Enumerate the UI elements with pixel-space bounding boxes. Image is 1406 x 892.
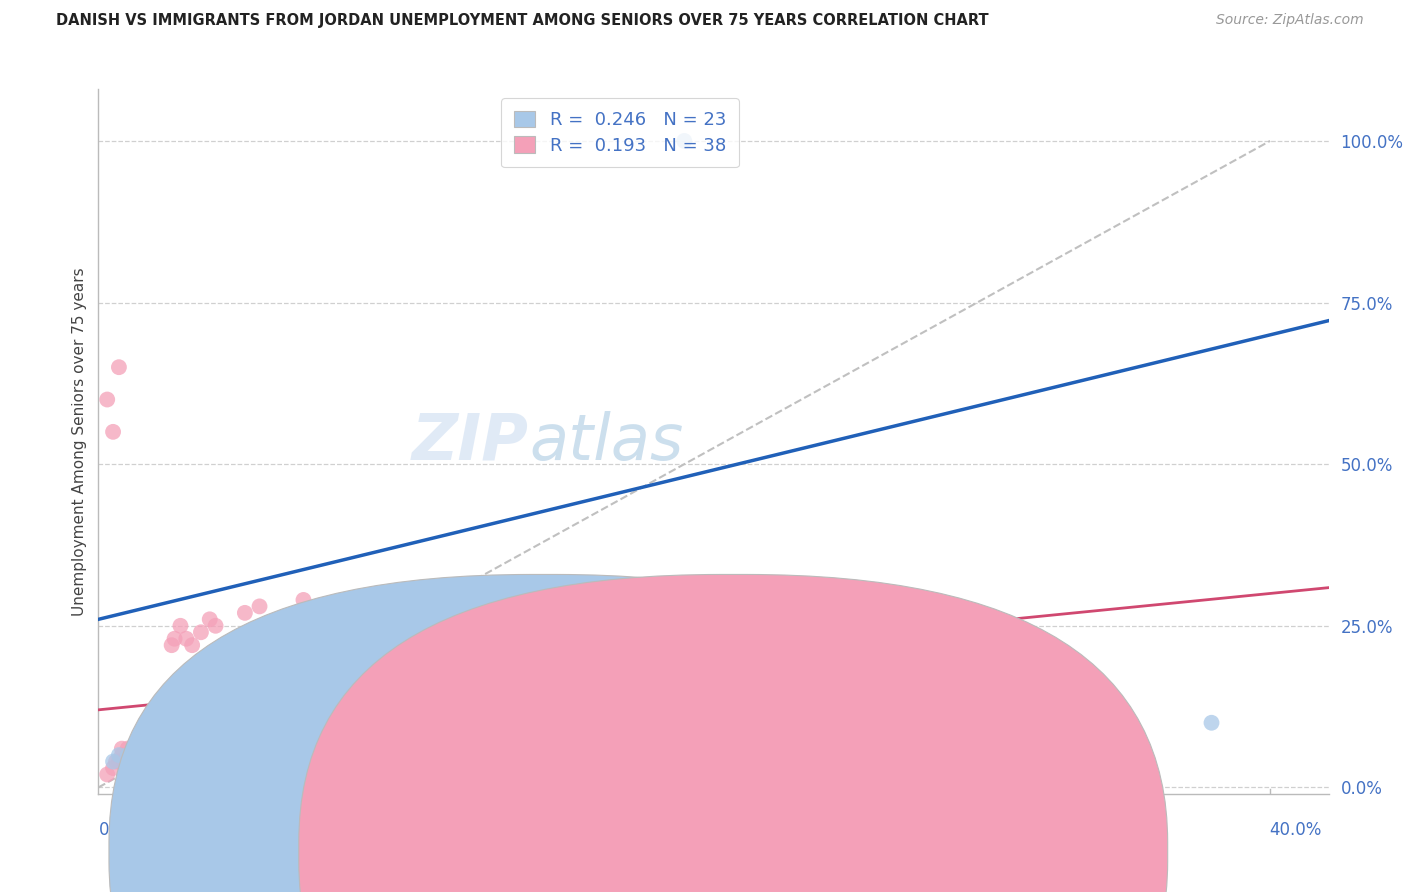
Point xyxy=(143,729,166,743)
Point xyxy=(174,723,197,737)
Point xyxy=(111,741,134,756)
Point xyxy=(128,735,150,749)
Point xyxy=(322,677,344,691)
Point xyxy=(101,761,124,775)
Point xyxy=(198,612,221,626)
Point xyxy=(101,755,124,769)
Point xyxy=(96,767,118,781)
Point xyxy=(219,638,242,652)
Point xyxy=(149,729,172,743)
Text: ZIP: ZIP xyxy=(412,410,529,473)
Point xyxy=(190,729,212,743)
Point xyxy=(233,606,256,620)
Point xyxy=(105,755,128,769)
Point xyxy=(146,735,169,749)
Point xyxy=(131,748,153,763)
Point xyxy=(169,619,191,633)
Point xyxy=(160,638,183,652)
Point xyxy=(249,599,271,614)
Point xyxy=(136,741,159,756)
Point xyxy=(219,723,242,737)
Point xyxy=(114,755,136,769)
Text: 0.0%: 0.0% xyxy=(98,821,141,838)
Point xyxy=(146,735,169,749)
Point xyxy=(134,735,156,749)
Point xyxy=(141,741,163,756)
Point xyxy=(131,735,153,749)
Y-axis label: Unemployment Among Seniors over 75 years: Unemployment Among Seniors over 75 years xyxy=(72,268,87,615)
Point xyxy=(163,632,186,646)
Point xyxy=(117,741,139,756)
Point xyxy=(1201,715,1223,730)
Point xyxy=(204,715,226,730)
Point xyxy=(731,703,754,717)
Point xyxy=(108,755,131,769)
Point xyxy=(526,638,548,652)
Point xyxy=(292,593,315,607)
Text: DANISH VS IMMIGRANTS FROM JORDAN UNEMPLOYMENT AMONG SENIORS OVER 75 YEARS CORREL: DANISH VS IMMIGRANTS FROM JORDAN UNEMPLO… xyxy=(56,13,988,29)
Point xyxy=(160,729,183,743)
Point xyxy=(131,741,153,756)
Point xyxy=(141,735,163,749)
Point xyxy=(108,360,131,375)
Point xyxy=(101,425,124,439)
Point xyxy=(122,741,145,756)
Point xyxy=(820,715,842,730)
Text: atlas: atlas xyxy=(529,410,683,473)
Point xyxy=(108,748,131,763)
Point xyxy=(439,651,461,665)
Point xyxy=(204,619,226,633)
Point xyxy=(233,697,256,711)
Point xyxy=(263,619,285,633)
Text: Source: ZipAtlas.com: Source: ZipAtlas.com xyxy=(1216,13,1364,28)
Point xyxy=(117,748,139,763)
Text: 40.0%: 40.0% xyxy=(1270,821,1322,838)
Point xyxy=(96,392,118,407)
Point xyxy=(122,748,145,763)
Point xyxy=(190,625,212,640)
Point xyxy=(263,651,285,665)
Text: Immigrants from Jordan: Immigrants from Jordan xyxy=(758,845,939,859)
Text: Danes: Danes xyxy=(568,845,616,859)
Point xyxy=(380,586,402,600)
Point xyxy=(111,748,134,763)
Point xyxy=(174,632,197,646)
Legend: R =  0.246   N = 23, R =  0.193   N = 38: R = 0.246 N = 23, R = 0.193 N = 38 xyxy=(501,98,740,168)
Point xyxy=(614,729,637,743)
Point xyxy=(181,638,204,652)
Point xyxy=(117,748,139,763)
Point xyxy=(155,715,177,730)
Point xyxy=(125,741,148,756)
Point xyxy=(673,134,696,148)
Point xyxy=(152,723,174,737)
